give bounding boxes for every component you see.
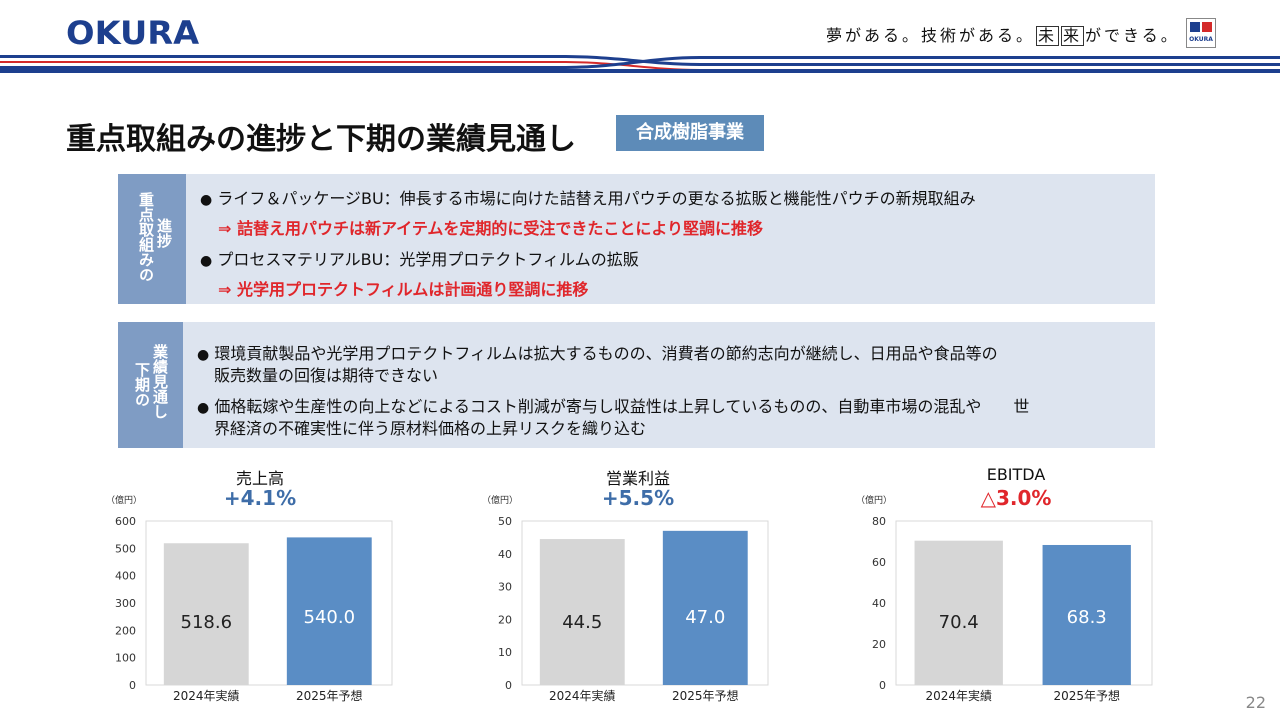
x-category-label: 2025年予想 bbox=[1053, 688, 1120, 703]
y-tick-label: 0 bbox=[505, 679, 512, 692]
progress-label-col1: 重点取組みの bbox=[137, 192, 155, 282]
y-tick-label: 500 bbox=[115, 542, 136, 555]
slogan-part1: 夢がある。技術がある。 bbox=[826, 26, 1036, 45]
brand-mark-icon: OKURA bbox=[1186, 18, 1216, 48]
progress-result-1: ⇒ 詰替え用パウチは新アイテムを定期的に受注できたことにより堅調に推移 bbox=[218, 219, 764, 238]
x-category-label: 2025年予想 bbox=[672, 688, 739, 703]
plot-frame bbox=[521, 520, 769, 686]
chart-title: 売上高 bbox=[235, 469, 284, 488]
slogan-part2: ができる。 bbox=[1085, 26, 1180, 45]
header-stripes bbox=[0, 55, 1280, 73]
progress-bullet-2: ● プロセスマテリアルBU：光学用プロテクトフィルムの拡販 bbox=[200, 246, 639, 270]
y-tick-label: 300 bbox=[115, 597, 136, 610]
plot-frame bbox=[145, 520, 393, 686]
outlook-bullet-1-line2: 販売数量の回復は期待できない bbox=[214, 366, 439, 385]
bar bbox=[662, 530, 748, 685]
outlook-bullet-1: ● 環境貢献製品や光学用プロテクトフィルムは拡大するものの、消費者の節約志向が継… bbox=[197, 340, 998, 364]
y-tick-label: 60 bbox=[872, 556, 886, 569]
outlook-bullet-2: ● 価格転嫁や生産性の向上などによるコスト削減が寄与し収益性は上昇しているものの… bbox=[197, 393, 1029, 417]
bar bbox=[1042, 544, 1131, 685]
x-category-label: 2024年実績 bbox=[549, 688, 616, 703]
progress-bullet-2-text: プロセスマテリアルBU：光学用プロテクトフィルムの拡販 bbox=[217, 250, 639, 269]
progress-panel-label: 重点取組みの 進捗 bbox=[118, 174, 186, 304]
y-tick-label: 0 bbox=[879, 679, 886, 692]
chart-title: 営業利益 bbox=[605, 469, 670, 488]
y-tick-label: 20 bbox=[498, 613, 512, 626]
chart-unit: （億円） bbox=[856, 496, 893, 506]
outlook-label-col1: 下期の bbox=[133, 362, 151, 407]
progress-panel bbox=[118, 174, 1155, 304]
bar-data-label: 47.0 bbox=[685, 607, 725, 628]
y-tick-label: 50 bbox=[498, 515, 512, 528]
slogan: 夢がある。技術がある。未来ができる。 bbox=[826, 22, 1180, 46]
progress-result-2: ⇒ 光学用プロテクトフィルムは計画通り堅調に推移 bbox=[218, 280, 589, 299]
chart-change-pct: △3.0% bbox=[980, 486, 1052, 510]
segment-tag: 合成樹脂事業 bbox=[616, 115, 764, 151]
outlook-bullet-1-line1: 環境貢献製品や光学用プロテクトフィルムは拡大するものの、消費者の節約志向が継続し… bbox=[214, 344, 998, 363]
progress-bullet-1: ● ライフ＆パッケージBU：伸長する市場に向けた詰替え用パウチの更なる拡販と機能… bbox=[200, 185, 976, 209]
y-tick-label: 100 bbox=[115, 652, 136, 665]
bar-data-label: 68.3 bbox=[1067, 607, 1107, 628]
bar bbox=[539, 539, 625, 685]
y-tick-label: 20 bbox=[872, 638, 886, 651]
outlook-panel bbox=[118, 322, 1155, 448]
chart-change-pct: +4.1% bbox=[223, 486, 297, 510]
x-category-label: 2024年実績 bbox=[173, 688, 240, 703]
outlook-bullet-2-line2: 界経済の不確実性に伴う原材料価格の上昇リスクを織り込む bbox=[214, 419, 647, 438]
y-tick-label: 40 bbox=[498, 548, 512, 561]
y-tick-label: 10 bbox=[498, 646, 512, 659]
bullet-dot: ● bbox=[200, 253, 213, 269]
y-tick-label: 0 bbox=[129, 679, 136, 692]
y-tick-label: 40 bbox=[872, 597, 886, 610]
bar bbox=[286, 537, 372, 685]
slogan-boxed-1: 未 bbox=[1036, 26, 1060, 46]
x-category-label: 2025年予想 bbox=[296, 688, 363, 703]
y-tick-label: 400 bbox=[115, 570, 136, 583]
progress-bullet-1-text: ライフ＆パッケージBU：伸長する市場に向けた詰替え用パウチの更なる拡販と機能性パ… bbox=[217, 189, 976, 208]
y-tick-label: 80 bbox=[872, 515, 886, 528]
y-tick-label: 200 bbox=[115, 624, 136, 637]
chart-unit: （億円） bbox=[482, 496, 519, 506]
outlook-panel-label: 下期の 業績見通し bbox=[118, 322, 183, 448]
okura-logo: OKURA bbox=[66, 14, 200, 52]
outlook-bullet-2-line1: 価格転嫁や生産性の向上などによるコスト削減が寄与し収益性は上昇しているものの、自… bbox=[214, 397, 1030, 416]
bar-data-label: 70.4 bbox=[939, 612, 979, 633]
bullet-dot: ● bbox=[200, 192, 213, 208]
bar bbox=[914, 540, 1003, 685]
chart-unit: （億円） bbox=[106, 496, 143, 506]
page-title: 重点取組みの進捗と下期の業績見通し bbox=[66, 122, 576, 157]
bullet-dot: ● bbox=[197, 400, 210, 416]
bar bbox=[163, 543, 249, 685]
slogan-boxed-2: 来 bbox=[1061, 26, 1085, 46]
bullet-dot: ● bbox=[197, 347, 210, 363]
chart-title: EBITDA bbox=[986, 465, 1046, 484]
chart-change-pct: +5.5% bbox=[601, 486, 675, 510]
page-number: 22 bbox=[1245, 693, 1266, 712]
progress-label-col2: 進捗 bbox=[155, 218, 173, 248]
y-tick-label: 30 bbox=[498, 581, 512, 594]
bar-data-label: 44.5 bbox=[562, 612, 602, 633]
plot-frame bbox=[895, 520, 1153, 686]
x-category-label: 2024年実績 bbox=[925, 688, 992, 703]
bar-data-label: 518.6 bbox=[181, 612, 233, 633]
outlook-label-col2: 業績見通し bbox=[151, 344, 169, 419]
bar-data-label: 540.0 bbox=[304, 607, 356, 628]
brand-mark-text: OKURA bbox=[1189, 36, 1213, 43]
y-tick-label: 600 bbox=[115, 515, 136, 528]
